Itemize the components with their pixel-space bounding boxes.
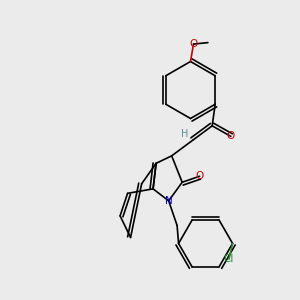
Text: H: H [182, 129, 189, 139]
Text: N: N [165, 196, 172, 206]
Text: O: O [196, 171, 204, 181]
Text: Cl: Cl [224, 254, 234, 264]
Text: O: O [189, 39, 198, 49]
Text: O: O [227, 131, 235, 141]
